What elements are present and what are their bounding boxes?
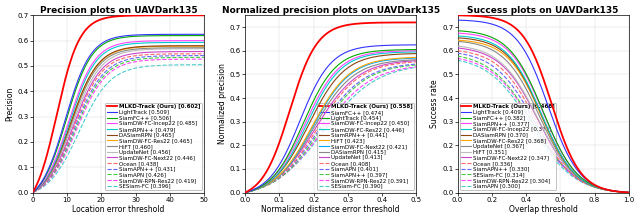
Title: Success plots on UAVDark135: Success plots on UAVDark135: [467, 6, 619, 15]
Y-axis label: Success rate: Success rate: [430, 80, 439, 128]
Title: Precision plots on UAVDark135: Precision plots on UAVDark135: [40, 6, 197, 15]
X-axis label: Location error threshold: Location error threshold: [72, 205, 164, 214]
X-axis label: Overlap threshold: Overlap threshold: [509, 205, 578, 214]
Title: Normalized precision plots on UAVDark135: Normalized precision plots on UAVDark135: [221, 6, 440, 15]
Legend: MLKD-Track (Ours) [0.558], SiamFC++ [0.474], LightTrack [0.454], SiamDW-FC-Incep: MLKD-Track (Ours) [0.558], SiamFC++ [0.4…: [317, 103, 414, 190]
X-axis label: Normalized distance error threshold: Normalized distance error threshold: [262, 205, 400, 214]
Y-axis label: Normalized precision: Normalized precision: [218, 64, 227, 144]
Legend: MLKD-Track (Ours) [0.468], LightTrack [0.409], SiamFC++ [0.382], SiamRPN++ [0.37: MLKD-Track (Ours) [0.468], LightTrack [0…: [460, 103, 557, 190]
Legend: MLKD-Track (Ours) [0.602], LightTrack [0.509], SiamFC++ [0.506], SiamDW-FC-Incep: MLKD-Track (Ours) [0.602], LightTrack [0…: [106, 103, 202, 190]
Y-axis label: Precision: Precision: [6, 87, 15, 121]
